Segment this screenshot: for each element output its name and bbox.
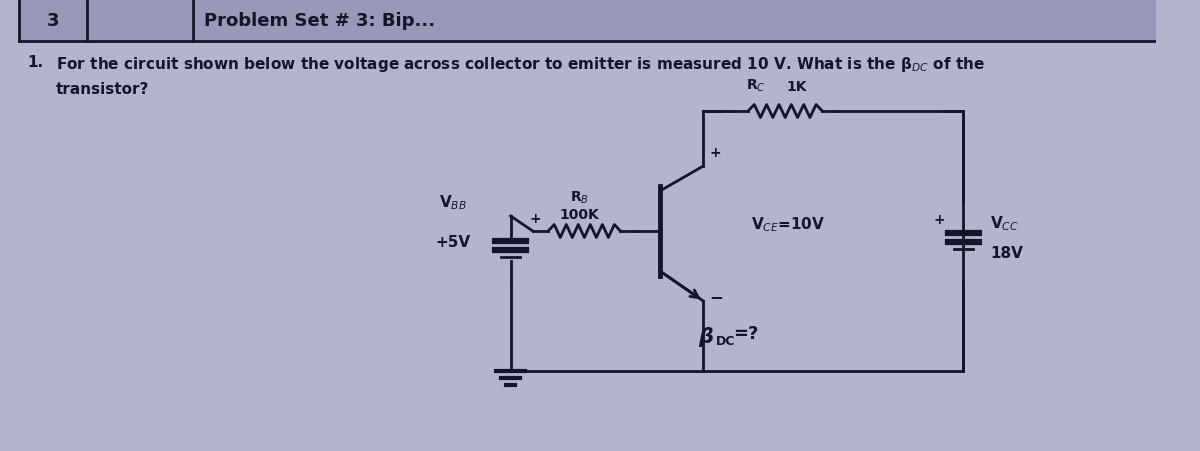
Text: +5V: +5V (436, 235, 470, 249)
Text: V$_{CE}$=10V: V$_{CE}$=10V (751, 215, 826, 233)
Text: 3: 3 (47, 12, 59, 30)
Text: V$_{CC}$: V$_{CC}$ (990, 214, 1019, 233)
Text: R$_B$: R$_B$ (570, 189, 589, 206)
Text: β: β (698, 326, 714, 346)
Text: +: + (934, 212, 946, 226)
Text: +: + (530, 212, 541, 226)
Text: +: + (709, 146, 721, 160)
Text: =?: =? (733, 324, 758, 342)
Text: 1.: 1. (26, 55, 43, 70)
Bar (19, 0, 1156, 42)
Text: −: − (709, 287, 722, 305)
Text: Problem Set # 3: Bip...: Problem Set # 3: Bip... (204, 12, 436, 30)
Text: 18V: 18V (990, 246, 1024, 261)
Text: transistor?: transistor? (56, 82, 149, 97)
Text: 1K: 1K (786, 80, 806, 94)
Text: V$_{BB}$: V$_{BB}$ (439, 193, 467, 212)
Text: R$_C$: R$_C$ (746, 78, 766, 94)
Text: 100K: 100K (559, 207, 599, 221)
Text: DC: DC (716, 334, 736, 347)
Text: For the circuit shown below the voltage across collector to emitter is measured : For the circuit shown below the voltage … (56, 55, 985, 74)
